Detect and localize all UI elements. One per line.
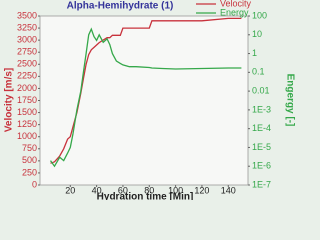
y-tick-label: 3500 [17, 10, 37, 20]
series-line [50, 17, 242, 164]
x-tick-label: 40 [92, 185, 102, 195]
series-line [49, 27, 242, 168]
x-tick-label: 80 [144, 185, 154, 195]
y-tick-label: 2750 [17, 47, 37, 57]
y-tick-label: 2000 [17, 83, 37, 93]
y2-tick-label: 1E-3 [252, 104, 271, 114]
y-tick-label: 1750 [17, 95, 37, 105]
y2-tick-label: 0.1 [252, 67, 265, 77]
y-tick-label: 3250 [17, 22, 37, 32]
y2-tick-label: 100 [252, 10, 267, 20]
x-tick-label: 120 [194, 185, 209, 195]
y2-axis-title: Engergy [-] [284, 74, 295, 127]
x-tick-label: 140 [221, 185, 236, 195]
chart-title: Alpha-Hemihydrate (1) [67, 1, 174, 12]
x-tick-label: 100 [168, 185, 183, 195]
x-tick-label: 60 [118, 185, 128, 195]
y2-tick-label: 1E-5 [252, 142, 271, 152]
y-tick-label: 1000 [17, 131, 37, 141]
y-axis-title: Velocity [m/s] [4, 68, 15, 132]
x-axis-title: Hydration time [Min] [97, 192, 194, 200]
y-tick-label: 1500 [17, 107, 37, 117]
x-tick-label: 20 [65, 185, 75, 195]
chart: Alpha-Hemihydrate (1) Hydration time [Mi… [3, 0, 296, 200]
y-tick-label: 3000 [17, 35, 37, 45]
y2-tick-label: 1E-6 [252, 161, 271, 171]
y-tick-label: 2500 [17, 59, 37, 69]
y2-tick-label: 1 [252, 48, 257, 58]
y-tick-label: 1250 [17, 119, 37, 129]
y-tick-label: 250 [22, 167, 37, 177]
y-tick-label: 750 [22, 143, 37, 153]
y2-tick-label: 0.01 [252, 85, 270, 95]
y-tick-label: 2250 [17, 71, 37, 81]
y-tick-label: 0 [32, 179, 37, 189]
legend-label: Velocity [220, 0, 252, 8]
y2-tick-label: 1E-4 [252, 123, 271, 133]
plot-area [39, 15, 249, 186]
y2-tick-label: 10 [252, 29, 262, 39]
legend-label: Energy [220, 7, 249, 17]
y-tick-label: 500 [22, 155, 37, 165]
y2-tick-label: 1E-7 [252, 179, 271, 189]
